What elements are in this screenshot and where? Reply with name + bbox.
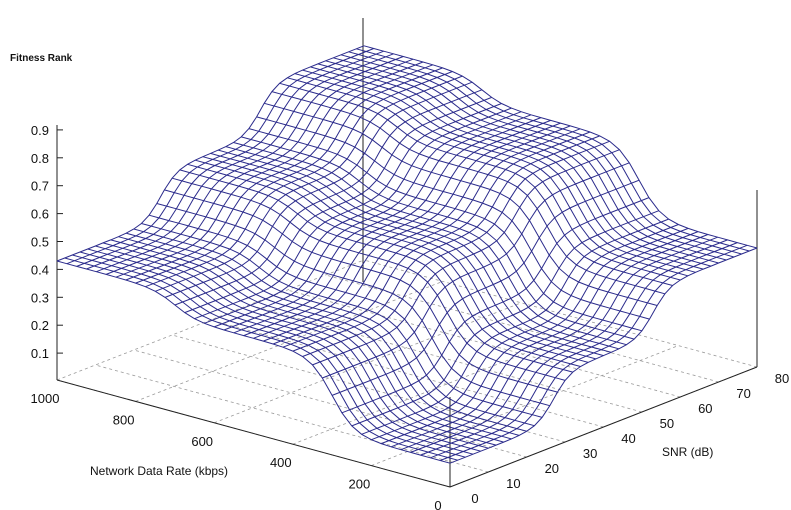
surface-mesh-line (356, 48, 750, 252)
x-axis-line (56, 379, 451, 488)
y-tick-label: 0 (471, 491, 478, 506)
surface-mesh-line (79, 251, 474, 455)
x-tick-label: 1000 (31, 391, 60, 406)
surface-mesh-line (225, 146, 620, 350)
surface-mesh-line (156, 203, 550, 407)
surface-mesh-line (264, 102, 658, 306)
surface-mesh-line (294, 73, 689, 277)
y-axis-line (449, 366, 758, 488)
surface-mesh-line (87, 248, 481, 452)
y-tick-label: 20 (545, 461, 559, 476)
floor-grid-line (287, 289, 681, 398)
x-tick-label: 400 (270, 455, 292, 470)
x-tick-label: 600 (191, 434, 213, 449)
z-tick-label: 0.7 (31, 179, 49, 194)
surface-mesh-line (72, 254, 466, 458)
z-tick-label: 0.8 (31, 151, 49, 166)
surface-mesh-line (202, 156, 596, 360)
z-tick-label: 0.3 (31, 290, 49, 305)
surface-mesh-line (148, 214, 543, 418)
x-tick-label: 0 (434, 498, 441, 510)
y-tick-label: 30 (583, 446, 597, 461)
surface-mesh-line (110, 239, 504, 443)
surface-mesh-line (164, 189, 558, 393)
surface-mesh-line (325, 60, 719, 264)
floor-grid-line (214, 302, 522, 424)
surface-mesh-line (56, 260, 451, 464)
z-tick-label: 0.5 (31, 235, 49, 250)
y-tick-label: 70 (736, 386, 750, 401)
z-tick-label: 0.1 (31, 346, 49, 361)
surface-mesh-line (187, 163, 581, 367)
surface-mesh-line (340, 54, 735, 258)
floor-grid-line (325, 274, 719, 383)
surface-mesh-line (95, 245, 489, 449)
floor-grid-line (210, 319, 604, 428)
surface-mesh-line (233, 142, 627, 346)
surface-mesh-line (195, 159, 589, 363)
surface-mesh (56, 45, 758, 464)
surface-mesh-line (241, 136, 635, 340)
axes (56, 18, 758, 488)
surface-mesh-line (179, 169, 573, 373)
surface-mesh-line (210, 152, 604, 357)
y-tick-label: 60 (698, 401, 712, 416)
floor-grid-line (95, 364, 489, 473)
y-axis-title: SNR (dB) (662, 445, 713, 459)
z-axis-title: Fitness Rank (10, 53, 73, 64)
surface-mesh-line (363, 45, 758, 249)
x-axis-title: Network Data Rate (kbps) (90, 464, 228, 478)
surface-mesh-line (248, 128, 643, 332)
x-tick-label: 200 (349, 477, 371, 492)
surface-mesh-line (64, 257, 458, 461)
z-tick-label: 0.2 (31, 318, 49, 333)
z-tick-label: 0.9 (31, 123, 49, 138)
y-tick-label: 40 (621, 431, 635, 446)
surface-mesh-line (102, 242, 497, 446)
z-tick-label: 0.4 (31, 262, 49, 277)
surface-mesh-line (279, 82, 673, 286)
surface-mesh-line (218, 149, 612, 353)
surface-mesh-line (310, 66, 704, 270)
surface-mesh-line (133, 228, 527, 432)
surface-mesh-line (287, 77, 681, 281)
surface-mesh-line (333, 57, 727, 261)
z-tick-label: 0.6 (31, 207, 49, 222)
surface-mesh-line (302, 69, 696, 273)
y-tick-label: 10 (506, 476, 520, 491)
surface-mesh-line (141, 223, 535, 427)
y-tick-label: 80 (775, 371, 789, 386)
surface-mesh-line (256, 116, 650, 320)
x-tick-label: 800 (113, 412, 135, 427)
surface-mesh-line (348, 51, 742, 255)
floor-grid (56, 259, 758, 488)
floor-grid-line (363, 259, 758, 368)
surface-mesh-line (118, 236, 512, 440)
surface-mesh-line (125, 232, 520, 436)
floor-grid-line (248, 304, 642, 413)
surface-mesh-line (271, 91, 666, 295)
surface-mesh-line (317, 63, 712, 267)
y-tick-label: 50 (660, 416, 674, 431)
surface-mesh-line (171, 177, 566, 381)
tick-labels: 0.10.20.30.40.50.60.70.80.91000800600400… (31, 123, 790, 510)
